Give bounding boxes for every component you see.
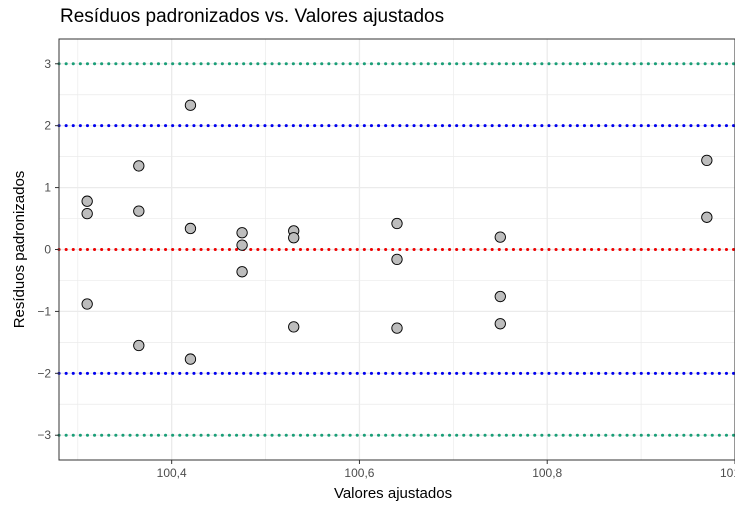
data-point (133, 339, 145, 352)
data-points (81, 99, 713, 365)
y-axis-ticks: −3 −2 −1 0 1 2 3 (37, 57, 59, 442)
x-axis-label: Valores ajustados (334, 485, 452, 502)
data-point (391, 253, 403, 266)
data-point (236, 239, 248, 251)
data-point (391, 322, 403, 334)
data-point (701, 211, 713, 223)
data-point (701, 154, 713, 166)
data-point (81, 207, 93, 220)
x-tick-label: 100,4 (157, 466, 187, 480)
x-tick-label: 100,6 (344, 466, 374, 480)
y-tick-label: −2 (37, 366, 51, 380)
data-point (236, 266, 248, 278)
data-point (184, 222, 197, 235)
y-tick-label: 0 (44, 243, 51, 257)
chart-title: Resíduos padronizados vs. Valores ajusta… (60, 6, 445, 27)
y-tick-label: 2 (44, 119, 51, 133)
data-point (184, 353, 197, 365)
reference-lines (57, 62, 735, 437)
data-point (133, 160, 145, 172)
y-axis-label: Resíduos padronizados (11, 171, 28, 329)
data-point (184, 99, 197, 111)
data-point (288, 232, 300, 244)
grid (59, 39, 735, 460)
y-tick-label: 1 (44, 181, 51, 195)
x-tick-label: 100,8 (532, 466, 562, 480)
x-tick-label: 101,0 (720, 466, 735, 480)
x-axis-ticks: 100,4 100,6 100,8 101,0 (157, 460, 735, 480)
data-point (133, 205, 145, 217)
y-tick-label: 3 (44, 57, 51, 71)
data-point (494, 231, 506, 243)
y-tick-label: −3 (37, 428, 51, 442)
data-point (81, 298, 93, 310)
data-point (288, 321, 300, 333)
data-point (236, 227, 248, 239)
data-point (494, 290, 506, 303)
y-tick-label: −1 (37, 304, 51, 318)
data-point (391, 217, 403, 230)
data-point (81, 195, 93, 207)
data-point (494, 318, 506, 330)
